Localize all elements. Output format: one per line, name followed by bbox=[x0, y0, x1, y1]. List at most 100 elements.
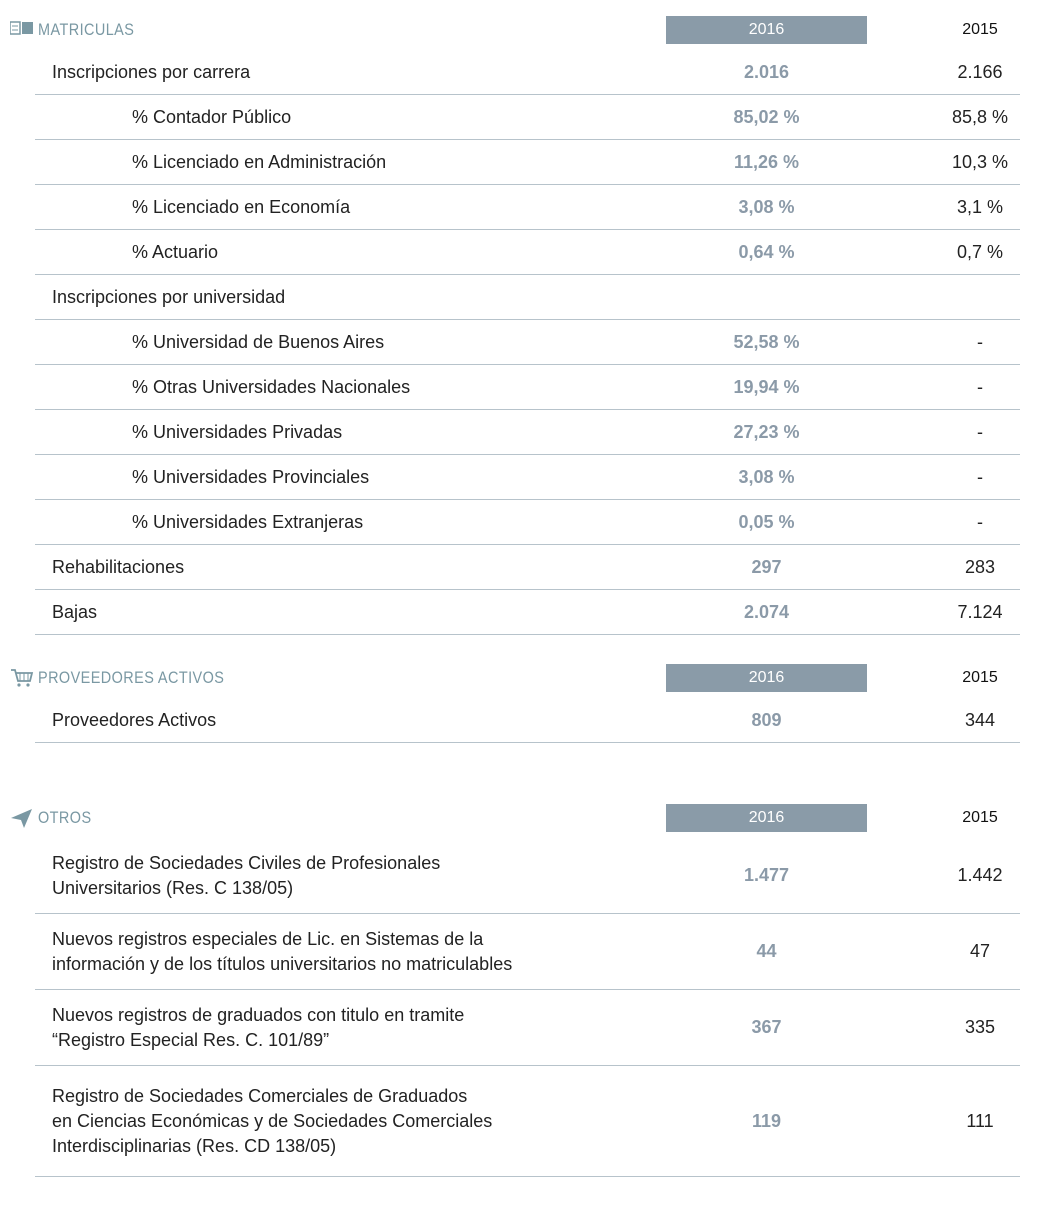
icon bbox=[10, 21, 33, 35]
row-label: % Universidades Privadas bbox=[132, 410, 342, 454]
row-label: Nuevos registros de graduados con titulo… bbox=[52, 990, 464, 1065]
section-header: PROVEEDORES ACTIVOS 2016 2015 bbox=[0, 664, 1058, 698]
table-row: Proveedores Activos 809 344 bbox=[35, 698, 1020, 743]
table-row: Nuevos registros de graduados con titulo… bbox=[35, 990, 1020, 1066]
label-line: información y de los títulos universitar… bbox=[52, 953, 513, 974]
value-2015: 344 bbox=[964, 709, 996, 730]
section-title: MATRICULAS bbox=[38, 20, 135, 39]
value-2016: 0,64 % bbox=[738, 241, 795, 262]
table-row: % Universidades Extranjeras 0,05 % - bbox=[35, 500, 1020, 545]
value-2015: - bbox=[977, 331, 983, 352]
row-label: % Licenciado en Economía bbox=[132, 185, 350, 229]
row-label: Proveedores Activos bbox=[52, 698, 216, 742]
value-2016: 85,02 % bbox=[733, 106, 800, 127]
value-2015: 1.442 bbox=[957, 865, 1003, 885]
label-line: Universitarios (Res. C 138/05) bbox=[52, 877, 294, 898]
value-2016: 0,05 % bbox=[738, 511, 795, 532]
value-2016: 3,08 % bbox=[738, 196, 795, 217]
label-line: Interdisciplinarias (Res. CD 138/05) bbox=[52, 1135, 337, 1156]
value-2015: 85,8 % bbox=[951, 106, 1009, 127]
value-2015: 0,7 % bbox=[956, 241, 1004, 262]
icon bbox=[11, 669, 34, 687]
section-header: MATRICULAS 2016 2015 bbox=[0, 16, 1058, 50]
column-header: 2015 bbox=[962, 809, 998, 826]
value-2016: 11,26 % bbox=[733, 151, 800, 172]
value-2015: 10,3 % bbox=[951, 151, 1009, 172]
label-line: % Contador Público bbox=[132, 106, 292, 127]
value-2016: 52,58 % bbox=[733, 331, 800, 352]
table-row: % Otras Universidades Nacionales 19,94 % - bbox=[35, 365, 1020, 410]
value-2016: 119 bbox=[751, 1110, 782, 1131]
label-line: % Otras Universidades Nacionales bbox=[132, 376, 411, 397]
section: PROVEEDORES ACTIVOS 2016 2015 Proveedores … bbox=[0, 664, 1058, 743]
value-2016: 2.016 bbox=[743, 61, 790, 82]
section-title: OTROS bbox=[38, 808, 92, 827]
label-line: % Licenciado en Economía bbox=[132, 196, 351, 217]
value-2016: 1.477 bbox=[743, 865, 790, 885]
table-row: Nuevos registros especiales de Lic. en S… bbox=[35, 914, 1020, 990]
label-line: % Universidades Provinciales bbox=[132, 466, 370, 487]
value-2015: - bbox=[977, 376, 983, 397]
label-line: % Universidades Extranjeras bbox=[132, 511, 364, 532]
row-label: % Licenciado en Administración bbox=[132, 140, 386, 184]
value-2015: 47 bbox=[969, 941, 991, 961]
table-row: % Universidades Provinciales 3,08 % - bbox=[35, 455, 1020, 500]
value-2015: - bbox=[977, 421, 983, 442]
label-line: Proveedores Activos bbox=[52, 709, 217, 730]
table-row: Inscripciones por universidad bbox=[35, 275, 1020, 320]
table-row: % Universidad de Buenos Aires 52,58 % - bbox=[35, 320, 1020, 365]
icon bbox=[11, 809, 32, 828]
label-line: en Ciencias Económicas y de Sociedades C… bbox=[52, 1110, 493, 1131]
table-row: % Actuario 0,64 % 0,7 % bbox=[35, 230, 1020, 275]
value-2016: 27,23 % bbox=[733, 421, 800, 442]
value-2016: 297 bbox=[751, 556, 782, 577]
value-2015: - bbox=[977, 511, 983, 532]
label-line: Registro de Sociedades Comerciales de Gr… bbox=[52, 1085, 468, 1106]
label-line: Inscripciones por carrera bbox=[52, 61, 251, 82]
row-label: % Universidades Extranjeras bbox=[132, 500, 363, 544]
section: MATRICULAS 2016 2015 Inscripciones por car… bbox=[0, 16, 1058, 635]
label-line: % Actuario bbox=[132, 241, 219, 262]
value-2016: 3,08 % bbox=[738, 466, 795, 487]
value-2016: 19,94 % bbox=[733, 376, 800, 397]
section-header: OTROS 2016 2015 bbox=[0, 804, 1058, 838]
row-label: Inscripciones por carrera bbox=[52, 50, 250, 94]
table-row: Registro de Sociedades Civiles de Profes… bbox=[35, 838, 1020, 914]
row-label: % Universidades Provinciales bbox=[132, 455, 369, 499]
label-line: % Universidades Privadas bbox=[132, 421, 343, 442]
value-2015: 2.166 bbox=[957, 61, 1003, 82]
row-label: % Otras Universidades Nacionales bbox=[132, 365, 410, 409]
value-2015: 7.124 bbox=[957, 601, 1003, 622]
value-2015: 335 bbox=[964, 1017, 996, 1037]
value-2015: - bbox=[977, 466, 983, 487]
row-label: Bajas bbox=[52, 590, 97, 634]
column-header: 2016 bbox=[666, 664, 867, 692]
row-label: Inscripciones por universidad bbox=[52, 275, 285, 319]
table-row: % Licenciado en Administración 11,26 % 10,… bbox=[35, 140, 1020, 185]
row-label: Registro de Sociedades Comerciales de Gr… bbox=[52, 1066, 492, 1176]
value-2016: 367 bbox=[751, 1017, 782, 1037]
value-2015: 111 bbox=[966, 1110, 994, 1131]
label-line: “Registro Especial Res. C. 101/89” bbox=[52, 1029, 330, 1050]
row-label: % Contador Público bbox=[132, 95, 291, 139]
label-line: % Licenciado en Administración bbox=[132, 151, 387, 172]
label-line: Registro de Sociedades Civiles de Profes… bbox=[52, 852, 441, 873]
value-2016: 2.074 bbox=[743, 601, 790, 622]
row-label: Registro de Sociedades Civiles de Profes… bbox=[52, 838, 440, 913]
label-line: Nuevos registros de graduados con titulo… bbox=[52, 1004, 465, 1025]
value-2015: 283 bbox=[964, 556, 996, 577]
label-line: Bajas bbox=[52, 601, 98, 622]
label-line: Nuevos registros especiales de Lic. en S… bbox=[52, 928, 484, 949]
table-row: % Universidades Privadas 27,23 % - bbox=[35, 410, 1020, 455]
label-line: Inscripciones por universidad bbox=[52, 286, 286, 307]
row-label: % Universidad de Buenos Aires bbox=[132, 320, 384, 364]
section-title: PROVEEDORES ACTIVOS bbox=[38, 668, 225, 687]
value-2015: 3,1 % bbox=[956, 196, 1004, 217]
row-label: Nuevos registros especiales de Lic. en S… bbox=[52, 914, 512, 989]
row-label: % Actuario bbox=[132, 230, 218, 274]
column-header: 2015 bbox=[962, 21, 998, 38]
row-label: Rehabilitaciones bbox=[52, 545, 184, 589]
section: OTROS 2016 2015 Registro de Sociedades Civ… bbox=[0, 804, 1058, 1177]
label-line: % Universidad de Buenos Aires bbox=[132, 331, 385, 352]
